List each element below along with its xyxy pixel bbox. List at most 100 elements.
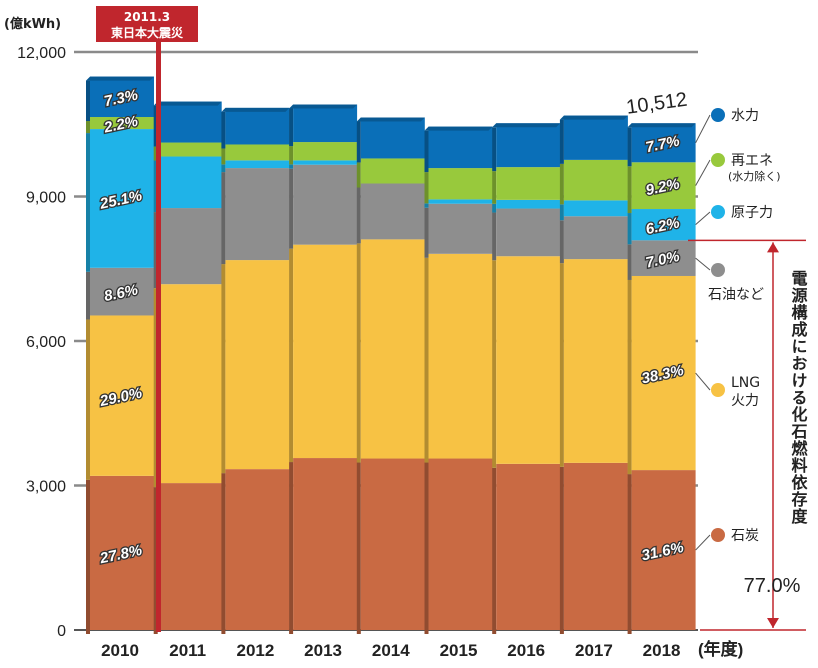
bar-top xyxy=(424,126,493,131)
event-box xyxy=(96,6,198,42)
bar-segment xyxy=(157,208,222,285)
x-axis-unit: (年度) xyxy=(698,639,743,659)
bar-segment xyxy=(428,199,493,204)
y-axis-unit: (億kWh) xyxy=(4,16,61,32)
bar-segment-side xyxy=(289,168,294,249)
x-tick-label: 2010 xyxy=(101,641,139,660)
bar-segment-side xyxy=(627,166,632,214)
bar-segment xyxy=(225,469,290,630)
bar-segment xyxy=(225,160,290,169)
y-tick-label: 9,000 xyxy=(26,190,66,207)
x-tick-label: 2014 xyxy=(372,641,410,660)
bar-segment-side xyxy=(559,119,564,164)
legend-leader xyxy=(695,159,711,186)
bar-segment xyxy=(631,470,696,630)
bar-segment xyxy=(225,144,290,161)
x-tick-label: 2015 xyxy=(440,641,478,660)
bar-segment xyxy=(157,284,222,484)
bar-segment xyxy=(631,209,696,241)
x-tick-label: 2013 xyxy=(304,641,342,660)
bar-segment-side xyxy=(221,473,226,634)
bracket-arrowhead-down xyxy=(767,618,779,628)
bar-segment-side xyxy=(86,80,90,122)
bar-segment-side xyxy=(153,487,158,634)
bar-segment-side xyxy=(289,108,294,147)
bar-2011 xyxy=(153,101,222,634)
bar-top xyxy=(289,104,358,109)
bar-segment-side xyxy=(424,203,429,208)
bar-segment-side xyxy=(559,263,564,467)
legend-marker xyxy=(711,205,725,219)
bar-segment-side xyxy=(289,146,294,165)
bar-segment xyxy=(90,117,154,130)
bar-segment xyxy=(90,475,154,630)
bar-segment xyxy=(360,158,425,184)
bracket-value: 77.0% xyxy=(744,575,801,597)
bar-segment xyxy=(563,216,628,260)
bar-segment xyxy=(225,107,290,145)
legend-label: 原子力 xyxy=(731,205,773,221)
legend-leader xyxy=(695,534,711,551)
bar-segment xyxy=(496,208,561,257)
bar-segment xyxy=(293,142,358,161)
legend-marker xyxy=(711,383,725,397)
bar-segment xyxy=(496,167,561,200)
bar-segment-side xyxy=(627,213,632,245)
bar-top xyxy=(559,115,628,120)
bars xyxy=(86,76,696,634)
legend-label: 火力 xyxy=(731,393,759,409)
bar-segment xyxy=(563,200,628,217)
bar-segment xyxy=(631,240,696,276)
bar-segment-side xyxy=(492,260,497,468)
bar-segment xyxy=(293,458,358,630)
bar-segment-side xyxy=(221,264,226,474)
bracket-label: 電源構成における化石燃料依存度 xyxy=(789,270,809,525)
bar-segment xyxy=(496,463,561,630)
bar-top xyxy=(86,76,154,81)
bar-segment-side xyxy=(559,204,564,221)
bar-segment xyxy=(496,199,561,209)
bar-segment xyxy=(90,76,154,118)
bar-segment xyxy=(293,244,358,459)
bar-segment xyxy=(428,203,493,254)
bar-segment xyxy=(225,260,290,470)
bar-segment xyxy=(428,458,493,630)
legend-leader xyxy=(695,372,711,391)
bar-top xyxy=(153,101,222,106)
bar-2010 xyxy=(86,76,154,634)
bar-segment-side xyxy=(356,121,361,163)
bar-segment-side xyxy=(559,220,564,264)
bar-segment xyxy=(428,126,493,169)
bar-segment-side xyxy=(356,187,361,244)
bar-segment xyxy=(563,159,628,201)
bar-segment-side xyxy=(289,462,294,634)
bar-2012 xyxy=(221,107,290,634)
y-tick-label: 6,000 xyxy=(26,334,66,351)
bar-segment-side xyxy=(492,212,497,261)
bar-segment xyxy=(293,160,358,165)
bar-2013 xyxy=(289,104,358,634)
bar-segment-side xyxy=(86,319,90,480)
bar-top xyxy=(627,123,696,128)
bar-top xyxy=(356,117,425,122)
bar-segment xyxy=(157,156,222,209)
y-tick-label: 3,000 xyxy=(26,479,66,496)
x-tick-label: 2017 xyxy=(575,641,613,660)
bar-segment-side xyxy=(356,162,361,188)
bar-segment-side xyxy=(627,127,632,167)
bar-segment xyxy=(360,458,425,630)
x-tick-label: 2012 xyxy=(236,641,274,660)
bar-segment xyxy=(157,142,222,157)
x-tick-label: 2016 xyxy=(507,641,545,660)
bar-segment xyxy=(90,315,154,476)
bar-segment-side xyxy=(356,243,361,463)
bar-segment-side xyxy=(153,212,158,289)
bar-segment-side xyxy=(424,172,429,204)
bar-segment xyxy=(360,117,425,159)
bar-segment-side xyxy=(86,479,90,634)
bar-segment-side xyxy=(492,203,497,213)
bar-segment xyxy=(428,168,493,200)
bar-segment-side xyxy=(86,121,90,134)
